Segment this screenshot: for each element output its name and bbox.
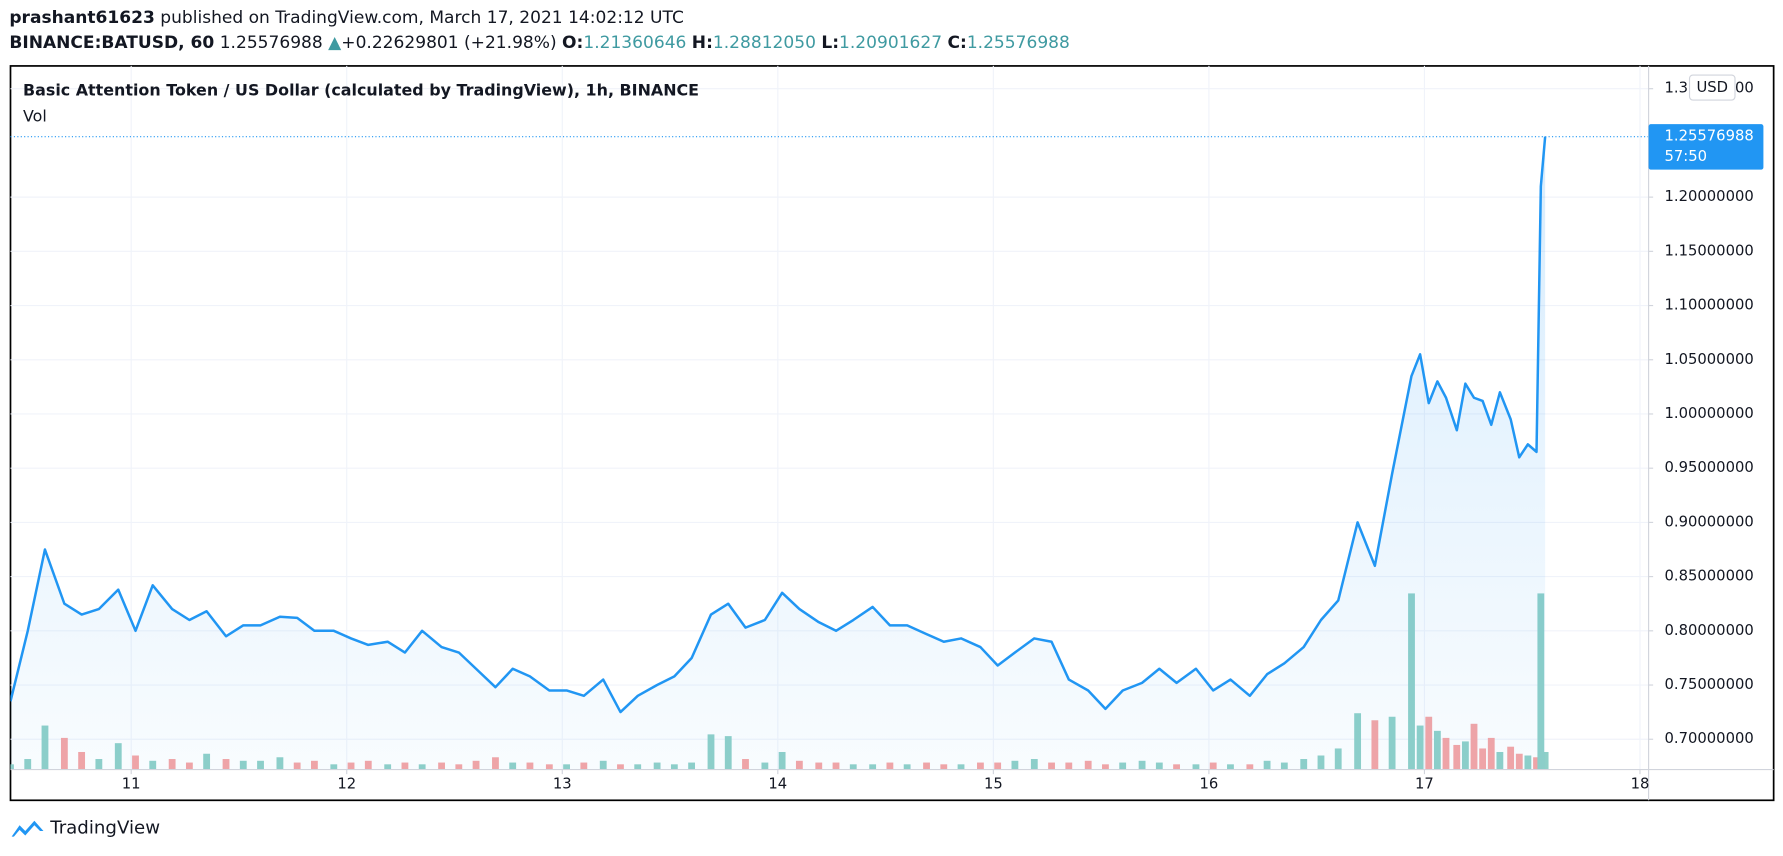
x-tick-label: 18	[1631, 775, 1650, 792]
currency-badge[interactable]	[1688, 74, 1736, 101]
y-tick-label: 0.80000000	[1665, 622, 1754, 639]
y-tick-label: 0.75000000	[1665, 676, 1754, 693]
symbol: BINANCE:BATUSD, 60	[9, 33, 214, 53]
y-tick-label: 0.85000000	[1665, 568, 1754, 585]
last-price-countdown: 57:50	[1665, 148, 1708, 165]
brand-logo	[11, 820, 44, 837]
y-tick-label: 1.15000000	[1665, 242, 1754, 259]
last-price-tag	[1648, 124, 1764, 170]
x-tick-label: 17	[1415, 775, 1434, 792]
x-tick-label: 14	[768, 775, 787, 792]
y-tick-label: 0.90000000	[1665, 513, 1754, 530]
x-tick-label: 13	[553, 775, 572, 792]
close-label: C:	[947, 33, 966, 53]
x-tick-label: 16	[1199, 775, 1218, 792]
last-price-tag-value: 1.25576988	[1665, 128, 1754, 145]
y-tick-label: 0.70000000	[1665, 730, 1754, 747]
last-price: 1.25576988	[220, 33, 323, 53]
plot	[10, 136, 1649, 770]
arrow: ▲	[328, 33, 342, 53]
author: prashant61623	[9, 8, 155, 28]
y-tick-label: 1.20000000	[1665, 188, 1754, 205]
open: 1.21360646	[583, 33, 686, 53]
price-line	[10, 136, 1547, 714]
volume-label: Vol	[23, 107, 47, 126]
x-tick-label: 15	[984, 775, 1003, 792]
axes: 0.70000000 0.75000000 0.80000000 0.85000000…	[122, 80, 1754, 793]
y-tick-label: 1.10000000	[1665, 297, 1754, 314]
y-tick-label: 1.05000000	[1665, 351, 1754, 368]
x-tick-label: 12	[337, 775, 356, 792]
chart-title: Basic Attention Token / US Dollar (calcu…	[23, 80, 699, 99]
brand-name: TradingView	[49, 818, 160, 839]
header-line-2: BINANCE:BATUSD, 60 1.25576988 ▲+0.226298…	[9, 33, 1069, 53]
low: 1.20901627	[839, 33, 942, 53]
header-line-1: prashant61623 published on TradingView.c…	[9, 8, 683, 28]
high: 1.28812050	[713, 33, 816, 53]
x-tick-label: 11	[122, 775, 141, 792]
currency: USD	[1696, 79, 1728, 96]
open-label: O:	[562, 33, 583, 53]
high-label: H:	[692, 33, 713, 53]
close: 1.25576988	[967, 33, 1070, 53]
change: +0.22629801 (+21.98%)	[341, 33, 556, 53]
brand: TradingView	[11, 818, 160, 839]
published: published on TradingView.com, March 17, …	[160, 8, 684, 28]
low-label: L:	[821, 33, 839, 53]
y-tick-label: 1.00000000	[1665, 405, 1754, 422]
area-fill	[10, 136, 1546, 770]
y-tick-label: 0.95000000	[1665, 459, 1754, 476]
